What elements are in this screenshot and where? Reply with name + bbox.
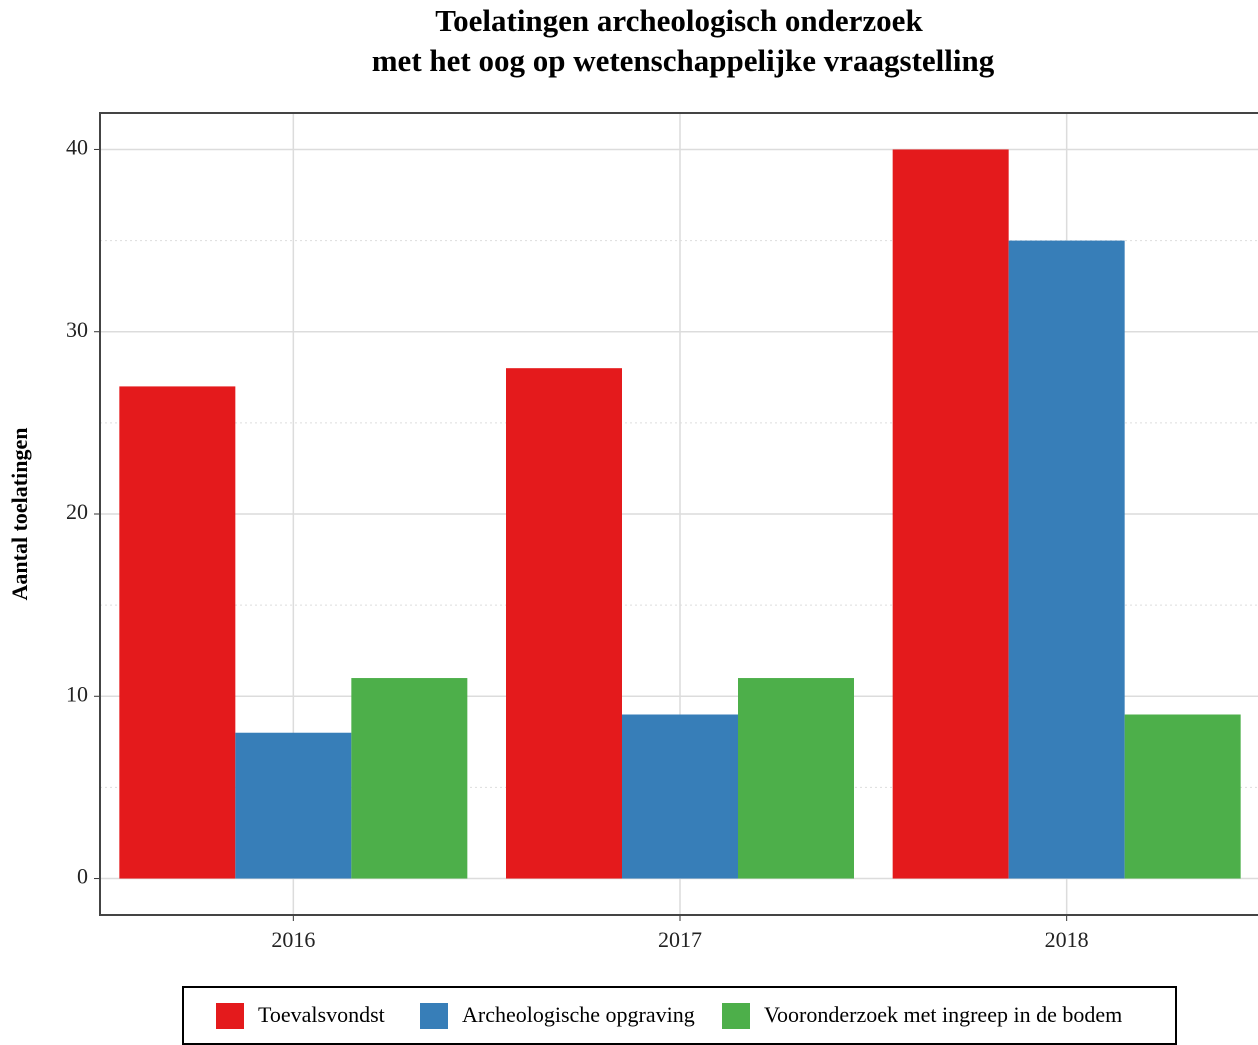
legend-label: Archeologische opgraving (462, 1002, 695, 1027)
bar (351, 678, 468, 879)
x-tick-label: 2017 (658, 927, 702, 952)
y-tick-label: 20 (66, 499, 88, 524)
x-tick-label: 2016 (271, 927, 315, 952)
chart-title: Toelatingen archeologisch onderzoek (435, 3, 923, 38)
chart-title: met het oog op wetenschappelijke vraagst… (372, 43, 995, 78)
bar (235, 732, 352, 879)
bar (1124, 714, 1241, 879)
plot-border (99, 112, 1258, 916)
legend (182, 986, 1177, 1045)
bar (119, 386, 236, 879)
y-tick-label: 10 (66, 681, 88, 706)
y-tick-label: 30 (66, 317, 88, 342)
legend-label: Vooronderzoek met ingreep in de bodem (764, 1002, 1122, 1027)
bar (622, 714, 738, 879)
legend-swatch (722, 1003, 750, 1029)
legend-label: Toevalsvondst (258, 1002, 385, 1027)
y-tick-label: 0 (77, 864, 88, 889)
bar (892, 149, 1009, 879)
x-tick-label: 2018 (1045, 927, 1089, 952)
y-axis-label: Aantal toelatingen (7, 428, 32, 601)
bar (506, 368, 622, 879)
bar (738, 678, 854, 879)
legend-swatch (420, 1003, 448, 1029)
y-tick-label: 40 (66, 135, 88, 160)
legend-swatch (216, 1003, 244, 1029)
bar (1008, 240, 1125, 879)
